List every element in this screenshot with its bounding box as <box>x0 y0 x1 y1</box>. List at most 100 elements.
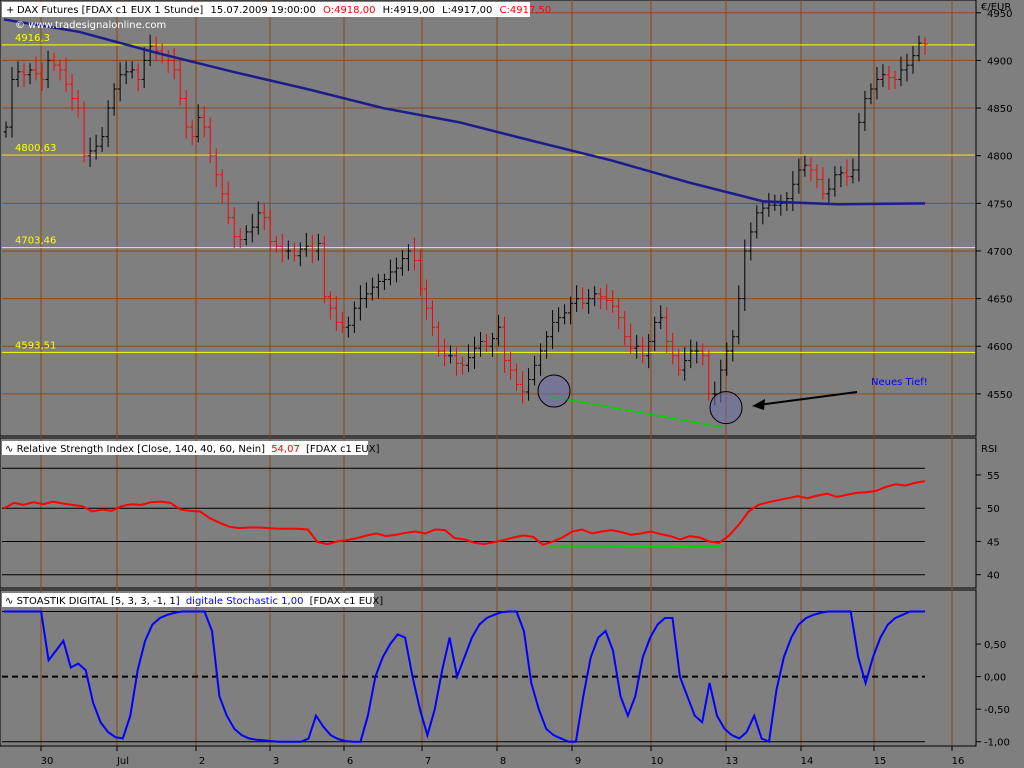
ohlc-bar <box>832 166 838 197</box>
header-datetime: 15.07.2009 19:00:00 <box>210 5 315 16</box>
rsi-title-tail: [FDAX c1 EUX] <box>306 444 380 455</box>
ohlc-bar <box>508 351 514 380</box>
ohlc-bar <box>766 192 772 217</box>
ohlc-bar <box>628 323 634 354</box>
price-y-tick-label: 4950 <box>987 9 1012 20</box>
stoch-title: ∿ STOASTIK DIGITAL [5, 3, 3, -1, 1] digi… <box>5 596 383 607</box>
ohlc-bar <box>369 277 375 301</box>
ohlc-bar <box>303 232 309 257</box>
ohlc-bar <box>724 342 730 376</box>
ohlc-bar <box>315 233 321 261</box>
price-panel-frame <box>0 0 977 437</box>
rsi-y-tick-label: 50 <box>987 504 1000 515</box>
price-y-tick-label: 4600 <box>987 342 1012 353</box>
ohlc-bar <box>21 63 27 88</box>
low-circle-1 <box>537 374 571 408</box>
ohlc-bar <box>435 321 441 357</box>
stoch-title-tail: [FDAX c1 EUX] <box>310 596 384 607</box>
ohlc-bar <box>688 339 694 369</box>
ohlc-bar <box>586 289 592 314</box>
ohlc-bar <box>814 164 820 189</box>
ohlc-bar <box>550 310 556 350</box>
ohlc-bar <box>297 242 303 267</box>
ohlc-bar <box>321 235 327 304</box>
ohlc-bar <box>309 234 315 264</box>
x-tick-label: 15 <box>874 756 887 767</box>
ohlc-bar <box>345 316 351 338</box>
stochastic-line <box>4 610 925 744</box>
ohlc-bar <box>225 181 231 225</box>
ohlc-bar <box>658 305 664 330</box>
header-high: H:4919,00 <box>383 5 435 16</box>
header-bg <box>2 2 530 17</box>
ohlc-bar <box>604 284 610 311</box>
ohlc-bar <box>646 333 652 369</box>
ohlc-bar <box>249 213 255 243</box>
ohlc-bar <box>33 56 39 81</box>
x-tick-label: 8 <box>500 756 506 767</box>
ohlc-bar <box>3 121 9 138</box>
ohlc-bar <box>57 59 63 81</box>
x-tick-label: 14 <box>801 756 814 767</box>
ohlc-bar <box>904 53 910 82</box>
axes: 30 Jul 2 3 6 7 8 9 10 13 14 15 164550460046504700475… <box>0 9 1012 767</box>
price-divergence-line <box>547 395 723 428</box>
ohlc-bar <box>568 296 574 325</box>
ohlc-bar <box>880 64 886 88</box>
header-symbol: DAX Futures [FDAX c1 EUX 1 Stunde] <box>17 5 203 16</box>
header-cursor-icon: + <box>6 5 14 16</box>
ohlc-bar <box>417 249 423 296</box>
price-y-tick-label: 4750 <box>987 199 1012 210</box>
ohlc-bar <box>898 56 904 87</box>
ohlc-bar <box>327 290 333 320</box>
price-unit-label: €/EUR <box>981 2 1011 13</box>
ohlc-bar <box>117 62 123 102</box>
ohlc-bar <box>135 63 141 91</box>
ohlc-bar <box>267 209 273 251</box>
ohlc-bar <box>411 237 417 271</box>
rsi-line <box>3 480 926 546</box>
ohlc-bar <box>742 239 748 311</box>
stoch-y-tick-label: 0,00 <box>984 673 1006 684</box>
price-y-tick-label: 4900 <box>987 56 1012 67</box>
ohlc-bar <box>670 332 676 365</box>
moving-average-line <box>3 18 926 206</box>
ohlc-bar <box>255 201 261 235</box>
x-tick-label: 16 <box>952 756 965 767</box>
ohlc-bar <box>189 120 195 146</box>
annotation-text: Neues Tief! <box>871 377 928 388</box>
ohlc-bar <box>399 250 405 276</box>
ohlc-bar <box>111 83 117 116</box>
ohlc-bar <box>496 314 502 347</box>
ohlc-bar <box>183 89 189 139</box>
panel-borders <box>0 0 977 747</box>
ohlc-bar <box>808 157 814 182</box>
stoch-wave-icon: ∿ <box>5 596 13 607</box>
ohlc-bar <box>39 62 45 91</box>
stoch-title-bg <box>2 593 374 607</box>
ohlc-bar <box>219 169 225 204</box>
ohlc-bar <box>472 336 478 370</box>
ohlc-bar <box>387 259 393 286</box>
stoch-title-main: STOASTIK DIGITAL [5, 3, 3, -1, 1] <box>17 596 180 607</box>
x-tick-label: 6 <box>347 756 353 767</box>
ohlc-bar <box>748 222 754 261</box>
x-tick-label: Jul <box>116 756 129 767</box>
header-open: O:4918,00 <box>323 5 375 16</box>
rsi-y-tick-label: 45 <box>987 537 1000 548</box>
ohlc-bar <box>466 344 472 372</box>
x-tick-label: 10 <box>651 756 664 767</box>
ohlc-bar <box>754 205 760 239</box>
rsi-y-tick-label: 55 <box>987 471 1000 482</box>
ohlc-bar <box>105 100 111 148</box>
ohlc-bar <box>453 347 459 376</box>
rsi-title-value: 54,07 <box>271 444 300 455</box>
ohlc-bar <box>15 61 21 88</box>
ohlc-bar <box>538 343 544 376</box>
ohlc-bar <box>910 46 916 74</box>
ohlc-bar <box>502 316 508 373</box>
x-tick-label: 7 <box>425 756 431 767</box>
ohlc-bar <box>279 233 285 263</box>
ohlc-bar <box>243 225 249 246</box>
ohlc-bar <box>123 61 129 85</box>
